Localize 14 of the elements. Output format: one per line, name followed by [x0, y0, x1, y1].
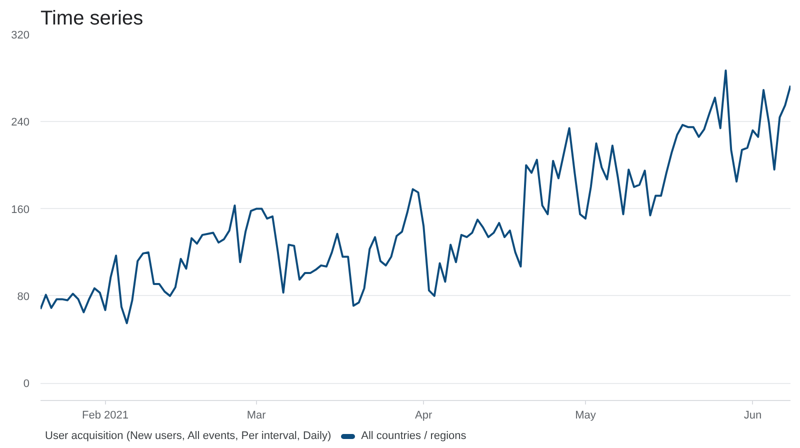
x-tick-label: Apr — [415, 410, 432, 422]
x-tick-label: Feb 2021 — [82, 410, 128, 422]
x-tick-label: Jun — [744, 410, 762, 422]
legend-title: User acquisition (New users, All events, Per interval, Daily) — [45, 430, 332, 442]
chart-title: Time series — [40, 8, 144, 30]
legend-label: All countries / regions — [361, 430, 466, 442]
y-tick-label: 320 — [11, 30, 30, 42]
x-tick-label: May — [575, 410, 596, 422]
y-tick-label: 160 — [11, 204, 30, 216]
y-tick-label: 80 — [17, 290, 30, 303]
y-tick-label: 0 — [23, 378, 30, 390]
line-series — [40, 69, 790, 324]
x-tick-label: Mar — [246, 410, 266, 422]
y-tick-label: 240 — [11, 116, 30, 129]
